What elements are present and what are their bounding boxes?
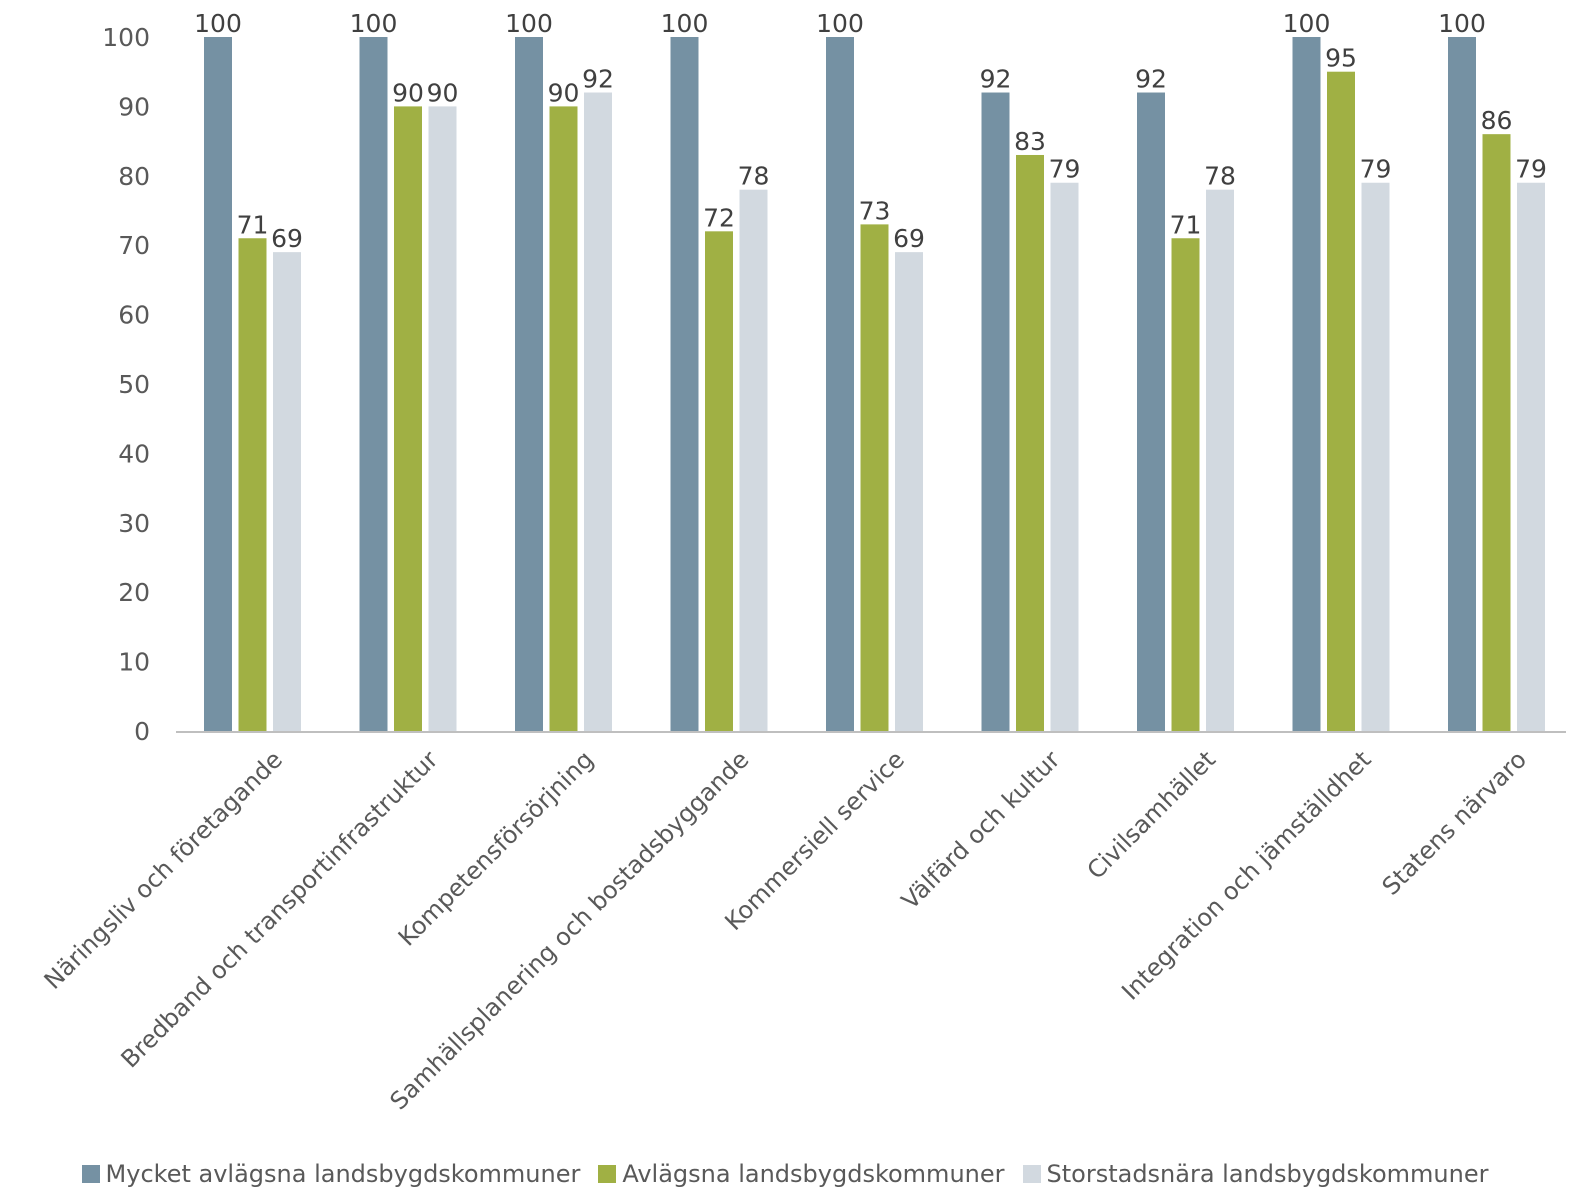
- data-label: 78: [738, 162, 770, 191]
- data-label: 83: [1014, 127, 1046, 156]
- data-label: 79: [1515, 155, 1547, 184]
- y-tick-label: 20: [118, 578, 150, 607]
- legend-item: Avlägsna landsbygdskommuner: [598, 1160, 1005, 1188]
- category-label: Kommersiell service: [719, 745, 910, 936]
- bar-1: [826, 37, 854, 731]
- y-tick-label: 10: [118, 648, 150, 677]
- data-label: 73: [859, 196, 891, 225]
- data-label: 71: [237, 210, 269, 239]
- bar-3: [273, 252, 301, 731]
- bar-1: [359, 37, 388, 731]
- bar-2: [1482, 134, 1511, 731]
- data-label: 100: [816, 9, 864, 38]
- data-label: 100: [505, 9, 553, 38]
- data-label: 92: [582, 65, 614, 94]
- bar-1: [1292, 37, 1321, 731]
- bar-1: [1137, 92, 1165, 731]
- legend-swatch: [598, 1165, 617, 1183]
- y-tick-label: 50: [118, 370, 150, 399]
- bar-1: [1448, 37, 1476, 731]
- data-label: 86: [1481, 106, 1513, 135]
- bar-3: [739, 189, 768, 731]
- y-tick-label: 80: [118, 162, 150, 191]
- data-label: 100: [350, 9, 398, 38]
- y-tick-label: 90: [118, 92, 150, 121]
- bar-2: [549, 106, 578, 731]
- y-tick-label: 60: [118, 301, 150, 330]
- legend-item: Mycket avlägsna landsbygdskommuner: [81, 1160, 581, 1188]
- bar-1: [204, 37, 232, 731]
- bar-1: [981, 92, 1010, 731]
- bar-2: [1016, 154, 1044, 732]
- data-label: 71: [1170, 210, 1202, 239]
- bar-3: [428, 106, 457, 731]
- data-label: 100: [661, 9, 709, 38]
- data-label: 100: [1283, 9, 1331, 38]
- bar-3: [895, 252, 923, 731]
- bar-2: [1327, 71, 1355, 731]
- category-label: Civilsamhället: [1082, 745, 1221, 884]
- legend-label: Storstadsnära landsbygdskommuner: [1046, 1160, 1489, 1188]
- legend: Mycket avlägsna landsbygdskommuner Avlägs…: [0, 1160, 1570, 1188]
- data-label: 100: [1438, 9, 1486, 38]
- category-label: Integration och jämställdhet: [1116, 745, 1376, 1005]
- data-label: 90: [392, 78, 424, 107]
- bar-2: [705, 231, 733, 731]
- y-tick-label: 30: [118, 509, 150, 538]
- data-label: 69: [271, 224, 303, 253]
- data-label: 95: [1325, 44, 1357, 73]
- y-tick-label: 100: [102, 23, 150, 52]
- data-label: 72: [703, 203, 735, 232]
- bar-1: [515, 37, 543, 731]
- data-label: 79: [1049, 155, 1081, 184]
- bar-2: [860, 224, 889, 731]
- bar-3: [1361, 182, 1390, 732]
- legend-swatch: [1022, 1165, 1041, 1183]
- legend-item: Storstadsnära landsbygdskommuner: [1022, 1160, 1489, 1188]
- data-label: 78: [1204, 162, 1236, 191]
- data-label: 92: [980, 65, 1012, 94]
- legend-label: Avlägsna landsbygdskommuner: [622, 1160, 1005, 1188]
- y-tick-label: 70: [118, 231, 150, 260]
- category-label: Bredband och transportinfrastruktur: [116, 745, 444, 1073]
- bar-2: [238, 238, 267, 731]
- bar-3: [584, 92, 612, 731]
- bars: [204, 37, 1545, 732]
- bar-1: [670, 37, 699, 731]
- legend-swatch: [81, 1165, 100, 1183]
- bar-2: [394, 106, 422, 731]
- data-label: 92: [1135, 65, 1167, 94]
- bar-3: [1517, 182, 1545, 732]
- bar-2: [1171, 238, 1200, 731]
- data-label: 90: [548, 78, 580, 107]
- y-tick-label: 40: [118, 439, 150, 468]
- y-tick-label: 0: [134, 717, 150, 746]
- category-label: Statens närvaro: [1377, 745, 1532, 900]
- data-label: 100: [194, 9, 242, 38]
- data-label: 90: [427, 78, 459, 107]
- category-label: Samhällsplanering och bostadsbyggande: [385, 745, 755, 1115]
- legend-label: Mycket avlägsna landsbygdskommuner: [105, 1160, 581, 1188]
- data-label: 79: [1360, 155, 1392, 184]
- bar-3: [1206, 189, 1234, 731]
- category-label: Välfärd och kultur: [896, 745, 1066, 915]
- data-label: 69: [893, 224, 925, 253]
- y-axis: 0 10 20 30 40 50 60 70 80 90 100: [102, 23, 150, 746]
- bar-3: [1050, 182, 1079, 732]
